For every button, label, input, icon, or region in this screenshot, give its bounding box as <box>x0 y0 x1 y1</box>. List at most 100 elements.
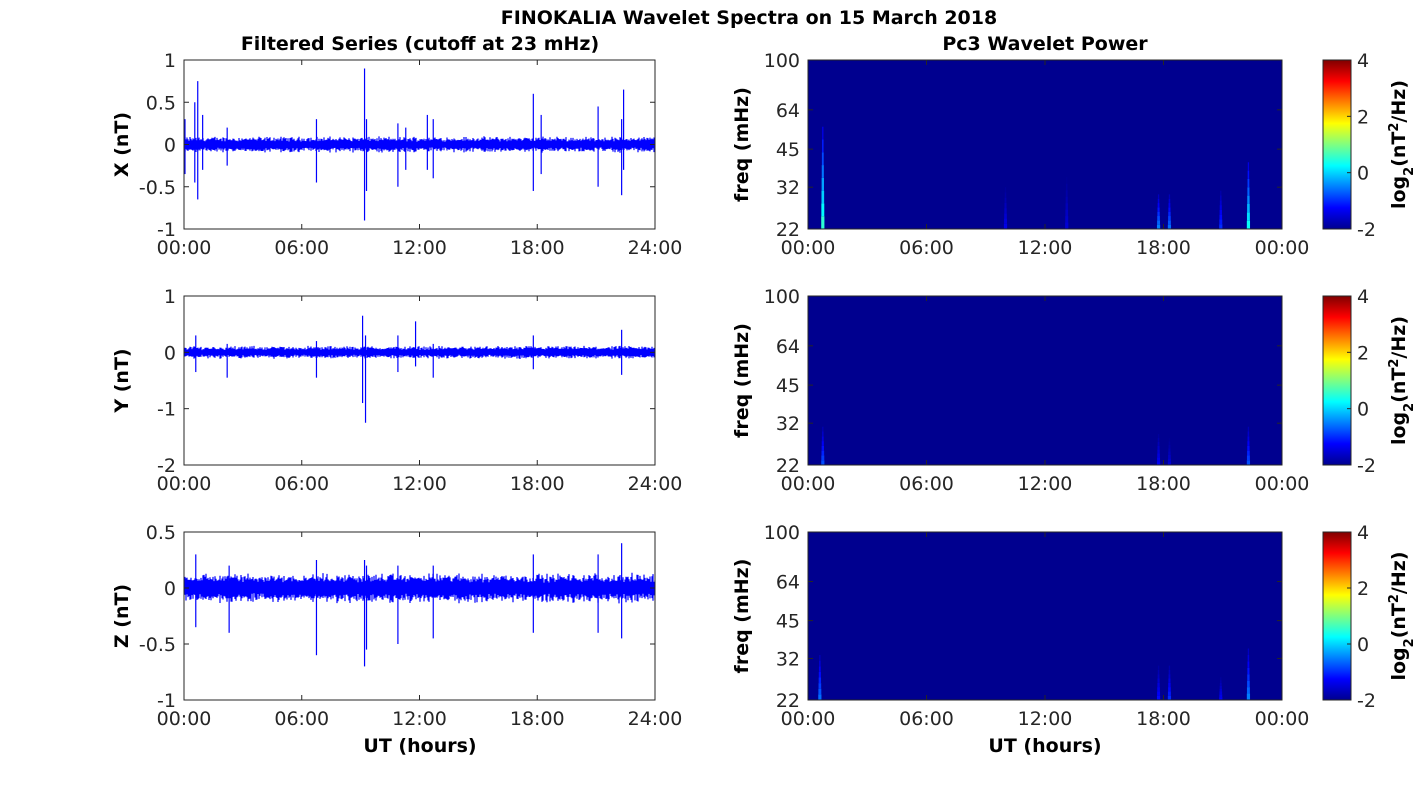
power-event-4 <box>1246 460 1251 465</box>
y-axis-label: X (nT) <box>111 112 133 177</box>
y-tick-label: 45 <box>776 139 800 161</box>
power-event-7 <box>1247 170 1250 179</box>
colorbar-label-part: log <box>1388 176 1410 209</box>
power-event-1 <box>818 677 822 684</box>
x-tick-label: 00:00 <box>157 708 212 730</box>
power-event-3 <box>1065 203 1068 210</box>
power-event-2 <box>1157 449 1160 454</box>
power-event-6 <box>1220 195 1222 201</box>
power-event-2 <box>1157 665 1160 670</box>
y-tick-label: 100 <box>764 522 800 544</box>
power-event-4 <box>1220 680 1222 683</box>
power-event-3 <box>1167 458 1171 462</box>
power-event-3 <box>1167 695 1172 700</box>
power-event-2 <box>1004 218 1007 224</box>
y-tick-label: -1 <box>157 690 176 712</box>
power-event-2 <box>1004 187 1007 193</box>
colorbar-tick-label: 4 <box>1357 522 1369 544</box>
power-event-3 <box>1065 222 1069 229</box>
power-event-1 <box>818 683 822 689</box>
power-event-2 <box>1157 682 1160 688</box>
plot-area <box>184 296 655 465</box>
x-tick-label: 06:00 <box>274 708 329 730</box>
x-tick-label: 06:00 <box>274 237 329 259</box>
power-event-4 <box>1247 431 1250 437</box>
power-event-6 <box>1219 205 1222 210</box>
power-event-1 <box>818 694 822 700</box>
power-event-7 <box>1247 195 1250 204</box>
power-event-4 <box>1219 691 1223 695</box>
signal-trace <box>184 315 655 423</box>
power-event-5 <box>1247 667 1250 675</box>
power-event-5 <box>1168 203 1171 208</box>
power-event-2 <box>1157 438 1160 442</box>
power-event-6 <box>1219 214 1223 220</box>
power-event-1 <box>821 450 825 456</box>
power-event-4 <box>1157 211 1160 217</box>
power-event-1 <box>821 455 825 461</box>
x-tick-label: 12:00 <box>392 237 447 259</box>
x-tick-label: 06:00 <box>899 473 954 495</box>
colorbar-label: log2(nT2/Hz) <box>1387 551 1417 680</box>
y-axis-label: Y (nT) <box>111 348 133 413</box>
x-tick-label: 12:00 <box>392 708 447 730</box>
power-event-2 <box>1004 213 1007 219</box>
x-tick-label: 18:00 <box>1136 708 1191 730</box>
power-event-3 <box>1168 687 1171 692</box>
power-event-5 <box>1247 674 1250 681</box>
power-map <box>818 648 1251 700</box>
x-tick-label: 12:00 <box>1018 708 1073 730</box>
x-tick-label: 00:00 <box>157 473 212 495</box>
power-event-2 <box>1156 461 1161 465</box>
power-event-7 <box>1246 212 1250 221</box>
power-event-3 <box>1066 177 1068 184</box>
plot-area <box>808 532 1282 700</box>
power-event-3 <box>1168 678 1171 683</box>
power-event-3 <box>1168 448 1171 452</box>
colorbar-label-part: /Hz) <box>1388 316 1410 359</box>
power-event-1 <box>821 190 825 204</box>
power-event-2 <box>1157 457 1161 462</box>
x-tick-label: 06:00 <box>899 708 954 730</box>
power-event-5 <box>1167 224 1172 229</box>
power-event-3 <box>1168 682 1171 688</box>
x-tick-label: 00:00 <box>781 237 836 259</box>
wavelet-panel-y: 00:00 06:00 12:00 18:00 00:0022324564100freq… <box>731 286 1417 495</box>
y-tick-label: 0 <box>164 342 176 364</box>
colorbar-label-part: 2 <box>1402 167 1417 176</box>
power-event-7 <box>1247 203 1250 213</box>
x-tick-label: 12:00 <box>1018 237 1073 259</box>
power-event-3 <box>1065 183 1068 191</box>
power-event-1 <box>822 139 824 153</box>
power-event-3 <box>1167 691 1171 696</box>
colorbar-gradient <box>1322 295 1352 466</box>
power-event-1 <box>821 441 824 446</box>
y-tick-label: 0 <box>164 135 176 157</box>
power-event-3 <box>1065 216 1069 223</box>
power-event-2 <box>1004 197 1007 203</box>
power-event-3 <box>1167 461 1172 465</box>
power-event-6 <box>1219 224 1223 229</box>
x-tick-label: 00:00 <box>781 473 836 495</box>
colorbar-label-part: 2 <box>1387 359 1402 368</box>
colorbar-gradient <box>1322 59 1352 230</box>
power-event-1 <box>821 165 824 178</box>
y-tick-label: 1 <box>164 286 176 308</box>
colorbar-tick-label: 4 <box>1357 50 1369 72</box>
y-tick-label: 22 <box>776 219 800 241</box>
power-map <box>821 126 1251 229</box>
power-event-3 <box>1168 441 1171 445</box>
y-tick-label: 100 <box>764 286 800 308</box>
x-tick-label: 24:00 <box>628 237 683 259</box>
y-tick-label: 32 <box>776 177 800 199</box>
colorbar-label-part: (nT <box>1388 132 1410 167</box>
power-event-2 <box>1156 695 1161 700</box>
power-event-5 <box>1247 661 1250 668</box>
power-event-1 <box>819 655 821 661</box>
power-event-1 <box>818 666 821 672</box>
power-event-4 <box>1219 688 1222 692</box>
left-x-axis-label: UT (hours) <box>363 735 476 757</box>
power-event-1 <box>822 426 824 432</box>
power-event-2 <box>1004 208 1007 214</box>
